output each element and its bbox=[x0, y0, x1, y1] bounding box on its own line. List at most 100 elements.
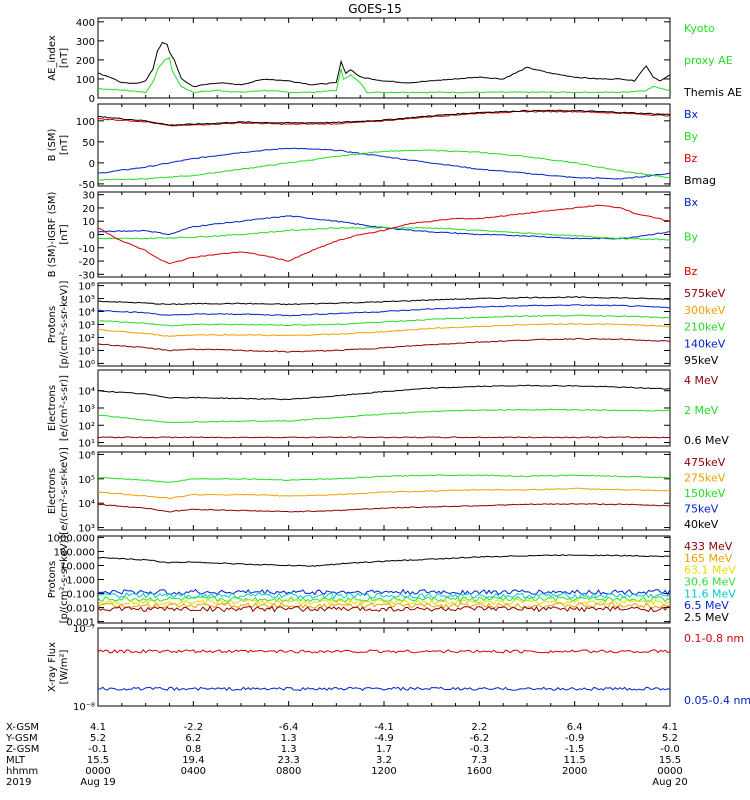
time-row-value: 23.3 bbox=[278, 755, 300, 766]
time-row-key: hhmm bbox=[6, 766, 38, 777]
time-row-value: -2.2 bbox=[184, 722, 204, 733]
legend-entry: 2.5 MeV bbox=[684, 611, 729, 624]
time-row-value: Aug 19 bbox=[80, 777, 115, 788]
time-row-value: 1.3 bbox=[281, 744, 297, 755]
time-row-value: 0400 bbox=[181, 766, 206, 777]
time-row-value: 0000 bbox=[657, 766, 682, 777]
y-tick-label: 10⁰ bbox=[78, 359, 95, 370]
y-axis-label: [W/m²] bbox=[59, 649, 70, 684]
panel-frame bbox=[97, 535, 671, 624]
y-tick-label: 0.010 bbox=[66, 604, 95, 615]
legend-entry: Bx bbox=[684, 108, 699, 121]
time-row-value: 2.2 bbox=[471, 722, 487, 733]
time-row-value: -1.5 bbox=[565, 744, 585, 755]
y-axis-label: [nT] bbox=[59, 135, 70, 155]
time-row-value: 6.4 bbox=[567, 722, 583, 733]
y-tick-label: -30 bbox=[79, 270, 95, 281]
y-tick-label: 10⁴ bbox=[78, 387, 95, 398]
y-tick-label: 10³ bbox=[78, 321, 95, 332]
series-line-0-6-mev bbox=[98, 384, 670, 401]
series-line-bx bbox=[98, 147, 670, 180]
y-tick-label: 10¹ bbox=[78, 346, 95, 357]
time-row-value: 3.2 bbox=[376, 755, 392, 766]
time-row-value: -0.3 bbox=[470, 744, 490, 755]
time-row-value: 15.5 bbox=[87, 755, 109, 766]
y-tick-label: 100 bbox=[76, 117, 95, 128]
panel-frame bbox=[97, 627, 671, 707]
y-tick-label: 0 bbox=[89, 231, 95, 242]
y-tick-label: 10³ bbox=[78, 524, 95, 535]
panel-frame bbox=[97, 103, 671, 187]
panel-electrons2: 10⁶ 10⁵ 10⁴ 10³ Electrons [e/(cm²-s-sr-keV)] 4… bbox=[47, 447, 726, 535]
legend-entry: 150keV bbox=[684, 487, 726, 500]
panel-bigrf: 30 20 10 0 -10 -20 -30 B (SM)-IGRF (SM) [nT] Bx By… bbox=[47, 191, 699, 282]
y-tick-label: 0 bbox=[89, 94, 95, 105]
time-row-key: X-GSM bbox=[6, 722, 39, 733]
time-row-value: 7.3 bbox=[471, 755, 487, 766]
time-row-value: 4.1 bbox=[662, 722, 678, 733]
series-line-bmag bbox=[98, 109, 670, 126]
series-line-63-1-mev bbox=[98, 598, 670, 606]
legend-entry: Bmag bbox=[684, 174, 716, 187]
y-tick-label: 10² bbox=[78, 333, 95, 344]
series-line-2-5-mev bbox=[98, 554, 670, 567]
series-line-bz bbox=[98, 110, 670, 127]
time-row-value: 2000 bbox=[562, 766, 587, 777]
series-line-by bbox=[98, 226, 670, 241]
y-axis-label: Electrons bbox=[47, 385, 58, 431]
series-group bbox=[98, 204, 670, 265]
series-line-95kev bbox=[98, 337, 670, 353]
y-tick-label: 1.000 bbox=[66, 576, 95, 587]
y-axis-label: [nT] bbox=[59, 224, 70, 244]
panel-ae: 400 300 200 100 0 AE_index [nT] Kyoto proxy AE Th… bbox=[47, 17, 742, 105]
legend-entry: 575keV bbox=[684, 287, 726, 300]
y-tick-label: -10 bbox=[79, 244, 95, 255]
legend-entry: 40keV bbox=[684, 518, 719, 531]
time-row-value: -6.2 bbox=[470, 733, 490, 744]
time-row-value: 6.2 bbox=[185, 733, 201, 744]
series-line-30-6-mev bbox=[98, 595, 670, 603]
series-line-11-6-mev bbox=[98, 592, 670, 600]
series-group bbox=[98, 384, 670, 439]
time-row-value: Aug 20 bbox=[652, 777, 687, 788]
series-group bbox=[98, 554, 670, 613]
legend-entry: 75keV bbox=[684, 503, 719, 516]
time-row-value: 11.5 bbox=[564, 755, 586, 766]
y-tick-label: 0 bbox=[89, 159, 95, 170]
y-tick-label: 10⁵ bbox=[78, 295, 95, 306]
y-axis-label: [p/(cm²-s-sr-keV)] bbox=[59, 536, 70, 624]
legend-entry: 300keV bbox=[684, 304, 726, 317]
legend-entry: Themis AE bbox=[683, 86, 742, 99]
legend-entry: Bx bbox=[684, 196, 699, 209]
legend-entry: 475keV bbox=[684, 456, 726, 469]
series-line-40kev bbox=[98, 503, 670, 513]
panel-frame bbox=[97, 451, 671, 531]
y-axis-label: X-ray Flux bbox=[47, 642, 58, 692]
legend-entry: Bz bbox=[684, 152, 698, 165]
y-tick-label: 10⁻⁸ bbox=[73, 702, 95, 713]
time-row-value: -0.1 bbox=[88, 744, 108, 755]
y-tick-label: 10 bbox=[82, 217, 95, 228]
series-line-165-mev bbox=[98, 602, 670, 609]
y-axis-label: [e/(cm²-s-sr-keV)] bbox=[59, 447, 70, 535]
series-line-150kev bbox=[98, 474, 670, 483]
y-axis-label: [p/(cm²-s-sr-keV)] bbox=[59, 281, 70, 369]
panel-frame bbox=[97, 17, 671, 99]
y-tick-label: 0.001 bbox=[66, 618, 95, 629]
y-axis-label: Protons bbox=[47, 306, 58, 343]
time-row-value: -6.4 bbox=[279, 722, 299, 733]
series-line-bz bbox=[98, 204, 670, 265]
panel-electrons1: 10⁴ 10³ 10² 10¹ Electrons [e/(cm²-s-sr)] 4 MeV… bbox=[47, 369, 729, 450]
y-tick-label: 100.000 bbox=[54, 547, 95, 558]
time-row-value: 5.2 bbox=[662, 733, 678, 744]
time-row-value: -0.9 bbox=[565, 733, 585, 744]
y-tick-label: 10¹ bbox=[78, 439, 95, 450]
legend-entry: 63.1 MeV bbox=[684, 564, 736, 577]
legend-entry: 0.1-0.8 nm bbox=[684, 632, 744, 645]
series-line-575kev bbox=[98, 296, 670, 306]
plot-title: GOES-15 bbox=[348, 2, 402, 16]
legend-entry: 2 MeV bbox=[684, 404, 719, 417]
time-row-value: 19.4 bbox=[182, 755, 204, 766]
time-row-value: 5.2 bbox=[90, 733, 106, 744]
time-axis-labels: X-GSM 4.1 -2.2 -6.4 -4.1 2.2 6.4 4.1 Y-GSM 5.2 6.2… bbox=[5, 722, 688, 788]
